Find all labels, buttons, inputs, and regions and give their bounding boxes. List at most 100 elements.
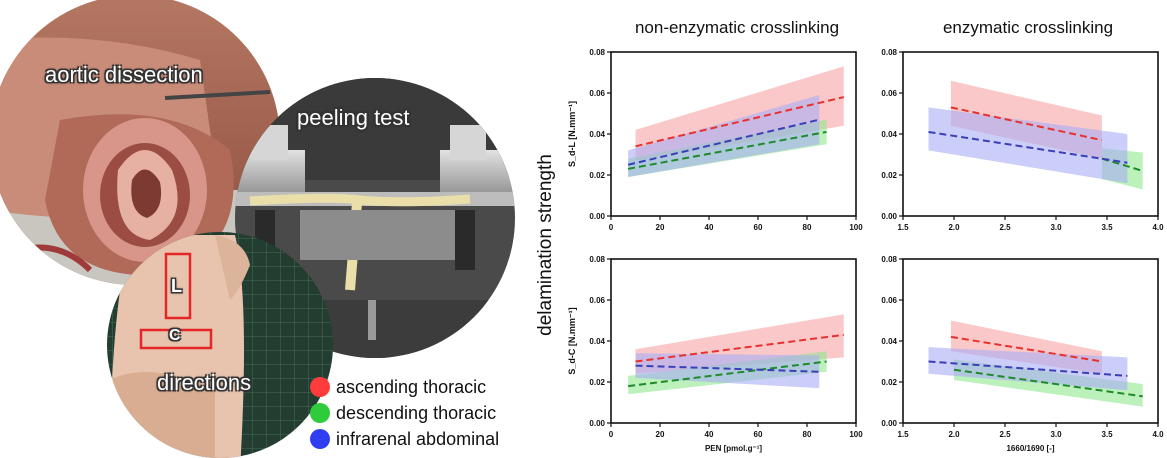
x-tick-label: 2.5 bbox=[999, 430, 1011, 439]
x-tick-label: 60 bbox=[754, 430, 763, 439]
dissection-photo bbox=[0, 0, 280, 285]
abdominal-fit-line bbox=[928, 130, 1128, 164]
x-tick-label: 4.0 bbox=[1152, 430, 1164, 439]
legend-descending-dot bbox=[310, 403, 330, 423]
legend-ascending-dot bbox=[310, 377, 330, 397]
y-tick-label: 0.02 bbox=[589, 171, 605, 180]
abdominal-fit-line bbox=[928, 360, 1128, 377]
y-tick-label: 0.02 bbox=[881, 378, 897, 387]
direction-c-label: C bbox=[169, 327, 181, 344]
abdominal-fit-line bbox=[635, 364, 820, 373]
y-tick-label: 0.06 bbox=[589, 89, 605, 98]
descending-confidence-band bbox=[628, 351, 827, 395]
x-tick-label: 0 bbox=[609, 223, 614, 232]
x-tick-label: 80 bbox=[803, 223, 812, 232]
x-axis-label: PEN [pmol.g⁻¹] bbox=[705, 444, 762, 453]
x-tick-label: 40 bbox=[705, 223, 714, 232]
y-tick-label: 0.00 bbox=[589, 212, 605, 221]
plot-frame bbox=[902, 51, 1159, 217]
y-tick-label: 0.08 bbox=[881, 48, 897, 57]
ascending-confidence-band bbox=[635, 314, 844, 374]
descending-confidence-band bbox=[628, 119, 827, 178]
ascending-confidence-band bbox=[950, 80, 1102, 159]
column-title-non-enzymatic: non-enzymatic crosslinking bbox=[635, 18, 839, 37]
x-tick-label: 0 bbox=[609, 430, 614, 439]
abdominal-confidence-band bbox=[635, 353, 820, 389]
panel-bottom-left: 0.00 0.02 0.04 0.06 0.08 0 20 40 60 80 100 S_d-C [N… bbox=[567, 255, 863, 453]
legend-ascending-label: ascending thoracic bbox=[336, 376, 487, 397]
y-tick-label: 0.00 bbox=[589, 419, 605, 428]
panel-bottom-right: 0.00 0.02 0.04 0.06 0.08 1.5 2.0 2.5 3.0 3.5 4.0 16… bbox=[881, 255, 1164, 453]
y-tick-label: 0.04 bbox=[589, 337, 605, 346]
abdominal-confidence-band bbox=[928, 347, 1128, 391]
x-tick-label: 3.0 bbox=[1050, 430, 1062, 439]
abdominal-confidence-band bbox=[628, 95, 820, 178]
descending-fit-line bbox=[953, 368, 1143, 398]
x-tick-label: 1.5 bbox=[897, 223, 909, 232]
ascending-fit-line bbox=[635, 333, 844, 363]
peeling-test-label: peeling test bbox=[297, 105, 410, 130]
y-tick-label: 0.02 bbox=[589, 378, 605, 387]
x-tick-label: 40 bbox=[705, 430, 714, 439]
directions-label: directions bbox=[157, 370, 252, 395]
ascending-fit-line bbox=[950, 335, 1103, 363]
y-tick-label: 0.06 bbox=[881, 89, 897, 98]
x-tick-label: 3.0 bbox=[1050, 223, 1062, 232]
plot-frame bbox=[610, 51, 857, 217]
x-axis-label: 1660/1690 [-] bbox=[1006, 444, 1054, 453]
legend-descending-label: descending thoracic bbox=[336, 402, 497, 423]
x-tick-label: 3.5 bbox=[1101, 223, 1113, 232]
ascending-confidence-band bbox=[950, 320, 1102, 374]
ascending-fit-line bbox=[950, 106, 1103, 142]
y-tick-label: 0.00 bbox=[881, 212, 897, 221]
x-tick-label: 100 bbox=[849, 430, 863, 439]
panel-top-right: 0.00 0.02 0.04 0.06 0.08 1.5 2.0 2.5 3.0 3.5 4.0 bbox=[881, 48, 1164, 232]
legend-item-abdominal: infrarenal abdominal bbox=[310, 427, 499, 451]
ascending-confidence-band bbox=[635, 66, 844, 161]
directions-photo bbox=[107, 232, 333, 458]
direction-l-label: L bbox=[171, 276, 182, 296]
y-tick-label: 0.02 bbox=[881, 171, 897, 180]
column-title-enzymatic: enzymatic crosslinking bbox=[943, 18, 1113, 37]
y-axis-label: S_d-C [N.mm⁻¹] bbox=[567, 307, 577, 374]
y-tick-label: 0.06 bbox=[589, 296, 605, 305]
y-tick-label: 0.06 bbox=[881, 296, 897, 305]
x-tick-label: 1.5 bbox=[897, 430, 909, 439]
descending-fit-line bbox=[1101, 157, 1143, 172]
y-tick-label: 0.08 bbox=[589, 255, 605, 264]
ascending-fit-line bbox=[635, 96, 844, 148]
plot-frame bbox=[902, 258, 1159, 424]
plot-frame bbox=[610, 258, 857, 424]
abdominal-confidence-band bbox=[928, 107, 1128, 184]
legend-abdominal-dot bbox=[310, 429, 330, 449]
y-tick-label: 0.04 bbox=[589, 130, 605, 139]
direction-box-c bbox=[139, 328, 213, 350]
x-tick-label: 20 bbox=[656, 430, 665, 439]
legend-abdominal-label: infrarenal abdominal bbox=[336, 428, 500, 449]
y-tick-label: 0.04 bbox=[881, 337, 897, 346]
x-tick-label: 3.5 bbox=[1101, 430, 1113, 439]
abdominal-fit-line bbox=[627, 118, 820, 166]
direction-box-l bbox=[164, 252, 192, 320]
x-tick-label: 2.5 bbox=[999, 223, 1011, 232]
y-axis-label: S_d-L [N.mm⁻¹] bbox=[567, 101, 577, 167]
x-tick-label: 60 bbox=[754, 223, 763, 232]
legend-item-descending: descending thoracic bbox=[310, 401, 496, 425]
y-tick-label: 0.00 bbox=[881, 419, 897, 428]
descending-confidence-band bbox=[954, 359, 1143, 407]
x-tick-label: 80 bbox=[803, 430, 812, 439]
x-tick-label: 2.0 bbox=[948, 223, 960, 232]
descending-fit-line bbox=[627, 130, 827, 170]
y-tick-label: 0.04 bbox=[881, 130, 897, 139]
aortic-dissection-label: aortic dissection bbox=[45, 62, 203, 87]
y-tick-label: 0.08 bbox=[589, 48, 605, 57]
x-tick-label: 20 bbox=[656, 223, 665, 232]
descending-confidence-band bbox=[1101, 148, 1143, 190]
x-tick-label: 100 bbox=[849, 223, 863, 232]
legend-item-ascending: ascending thoracic bbox=[310, 375, 486, 399]
panel-top-left: 0.00 0.02 0.04 0.06 0.08 0 20 40 60 80 100 S_d-L [N… bbox=[567, 48, 863, 232]
descending-fit-line bbox=[628, 360, 827, 388]
x-tick-label: 4.0 bbox=[1152, 223, 1164, 232]
x-tick-label: 2.0 bbox=[948, 430, 960, 439]
